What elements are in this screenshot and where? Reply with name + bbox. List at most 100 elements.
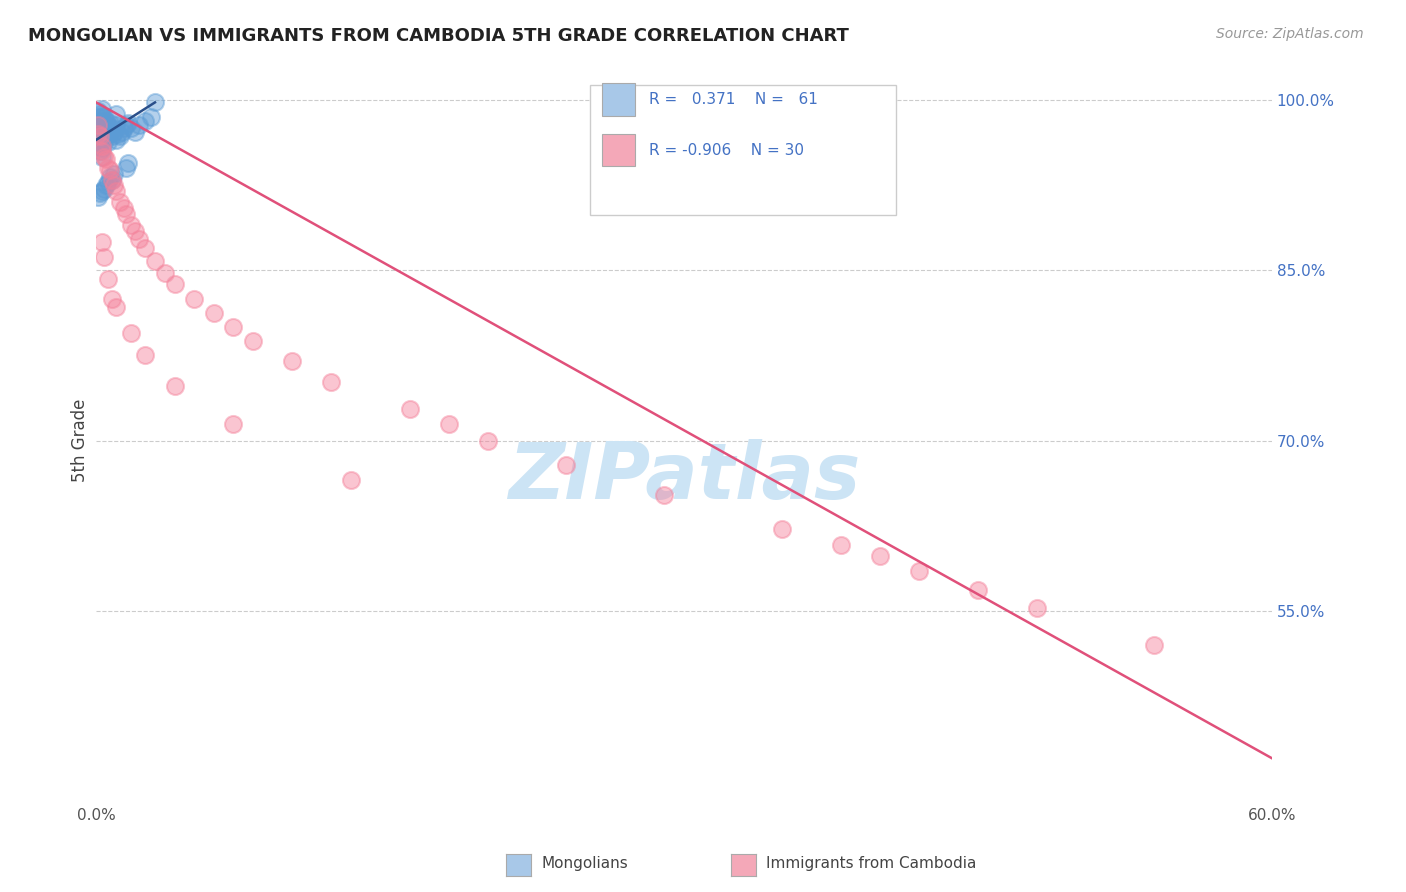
Point [89, 121, 111, 136]
Point [94, 129, 117, 144]
Point [93, 135, 115, 149]
Point [108, 195, 131, 210]
FancyBboxPatch shape [591, 85, 896, 215]
Point [93, 118, 115, 132]
Text: ZIPatlas: ZIPatlas [508, 439, 860, 515]
Point [98, 170, 121, 185]
Point [111, 125, 134, 139]
Point [437, 417, 460, 431]
Point [94, 152, 117, 166]
Point [93, 110, 115, 124]
Point [91, 150, 114, 164]
Point [89, 129, 111, 144]
Point [94, 178, 117, 193]
Point [134, 241, 156, 255]
Point [153, 266, 176, 280]
Point [124, 224, 146, 238]
Point [104, 118, 127, 132]
Point [89, 107, 111, 121]
Point [281, 354, 304, 368]
Point [91, 141, 114, 155]
Point [97, 135, 120, 149]
Point [103, 167, 125, 181]
FancyBboxPatch shape [602, 83, 634, 116]
Point [87, 110, 110, 124]
Point [117, 155, 139, 169]
Point [120, 326, 142, 340]
Point [114, 118, 136, 132]
Point [97, 118, 120, 132]
Point [108, 129, 131, 144]
Point [91, 144, 114, 158]
Point [87, 118, 110, 132]
Point [94, 121, 117, 136]
Point [101, 172, 124, 186]
Point [101, 129, 124, 144]
Point [104, 300, 127, 314]
Point [97, 272, 120, 286]
Point [87, 116, 110, 130]
Point [967, 583, 990, 598]
Point [87, 189, 110, 203]
Text: MONGOLIAN VS IMMIGRANTS FROM CAMBODIA 5TH GRADE CORRELATION CHART: MONGOLIAN VS IMMIGRANTS FROM CAMBODIA 5T… [28, 27, 849, 45]
Point [103, 178, 125, 193]
Point [87, 104, 110, 119]
Point [128, 231, 150, 245]
Point [103, 125, 125, 139]
Point [94, 113, 117, 128]
Point [87, 138, 110, 153]
Text: Source: ZipAtlas.com: Source: ZipAtlas.com [1216, 27, 1364, 41]
Point [89, 186, 111, 201]
Point [98, 116, 121, 130]
Point [134, 113, 156, 128]
Text: Immigrants from Cambodia: Immigrants from Cambodia [766, 856, 977, 871]
Point [112, 121, 135, 136]
Point [112, 201, 135, 215]
Point [1025, 601, 1047, 615]
Point [93, 181, 115, 195]
Point [128, 118, 150, 132]
Point [120, 218, 142, 232]
Point [555, 458, 578, 473]
Point [89, 136, 111, 151]
Point [222, 320, 245, 334]
Point [89, 113, 111, 128]
Point [91, 118, 114, 132]
Point [1143, 638, 1166, 652]
Point [830, 538, 852, 552]
Text: Mongolians: Mongolians [541, 856, 628, 871]
Point [104, 184, 127, 198]
Point [91, 184, 114, 198]
Point [91, 138, 114, 153]
Point [89, 129, 111, 144]
Point [87, 127, 110, 141]
Text: R = -0.906    N = 30: R = -0.906 N = 30 [648, 143, 804, 158]
Point [87, 125, 110, 139]
Point [97, 161, 120, 176]
Point [143, 254, 166, 268]
Point [908, 564, 931, 578]
Point [242, 334, 264, 348]
FancyBboxPatch shape [602, 134, 634, 167]
Point [321, 375, 343, 389]
Text: R =   0.371    N =   61: R = 0.371 N = 61 [648, 92, 818, 107]
Point [91, 133, 114, 147]
Point [183, 292, 205, 306]
Point [654, 488, 676, 502]
Point [101, 292, 124, 306]
Point [143, 95, 166, 110]
Point [114, 161, 136, 176]
Point [163, 277, 186, 291]
Point [98, 163, 121, 178]
Point [91, 109, 114, 123]
Point [163, 379, 186, 393]
Point [97, 125, 120, 139]
Point [98, 127, 121, 141]
Point [87, 118, 110, 132]
Point [97, 175, 120, 189]
Point [87, 133, 110, 147]
Point [93, 125, 115, 139]
Point [107, 127, 129, 141]
Y-axis label: 5th Grade: 5th Grade [72, 399, 89, 483]
Point [869, 549, 891, 564]
